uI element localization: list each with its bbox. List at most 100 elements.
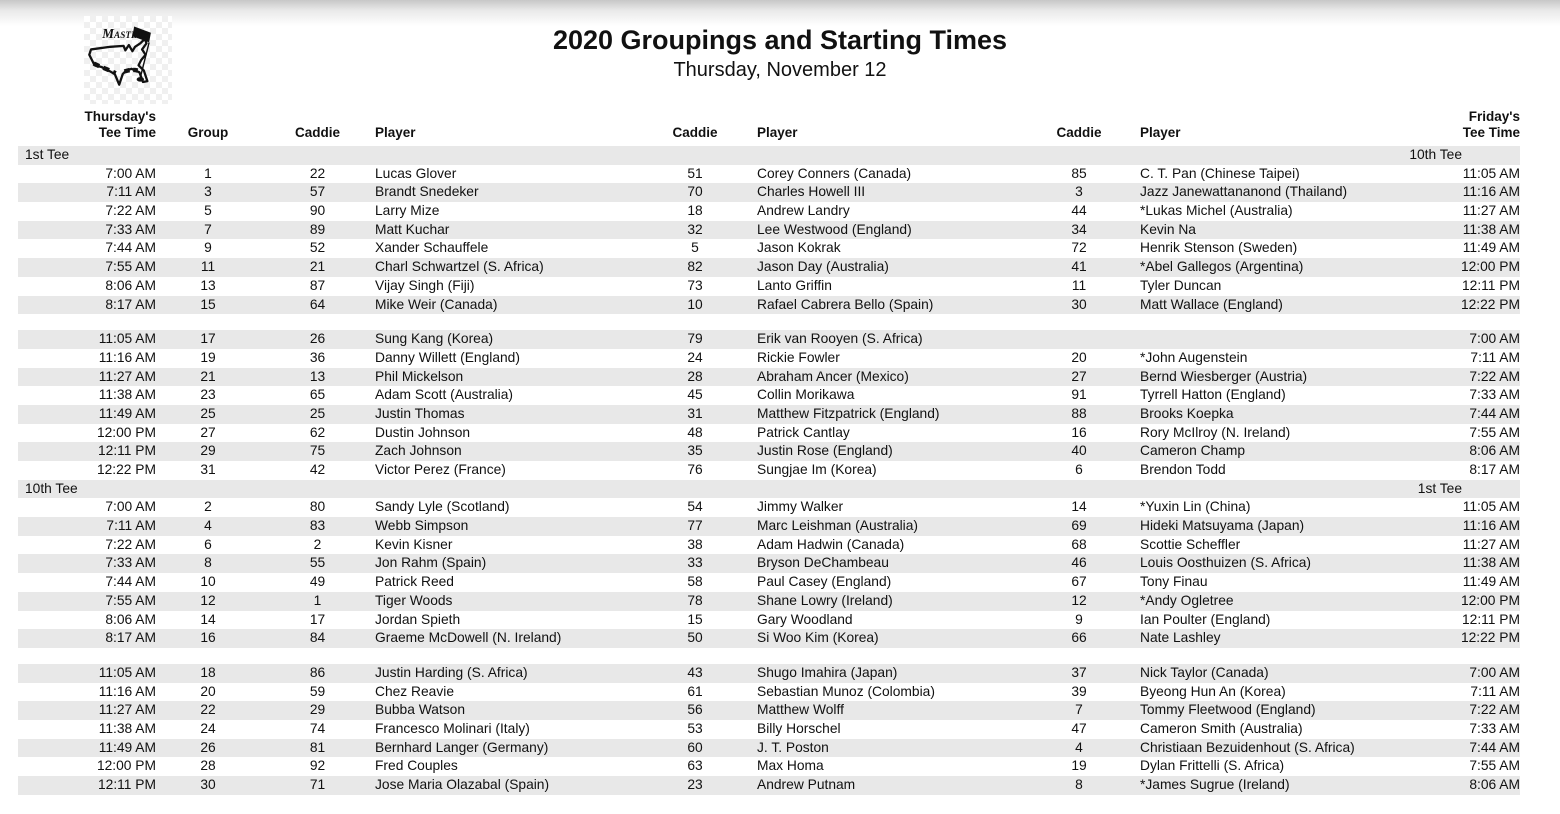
- player-name-1-cell: Dustin Johnson: [375, 424, 471, 440]
- player-name-1-cell: Lucas Glover: [375, 165, 457, 181]
- friday-tee-time-cell: 11:05 AM: [1462, 165, 1520, 181]
- player-name-2-cell: Marc Leishman (Australia): [757, 518, 919, 534]
- group-number-cell: 27: [200, 424, 216, 440]
- friday-tee-time-cell: 12:11 PM: [1461, 611, 1520, 627]
- friday-tee-time-cell: 7:11 AM: [1470, 683, 1520, 699]
- caddie-number-2-cell: 61: [687, 683, 703, 699]
- player-name-2-cell: Matthew Fitzpatrick (England): [757, 405, 940, 421]
- group-number-cell: 4: [204, 518, 212, 534]
- friday-tee-time-cell: 7:44 AM: [1469, 405, 1520, 421]
- group-row: 8:06 AM 14 17 Jordan Spieth 15 Gary Wood…: [18, 611, 1520, 630]
- group-number-cell: 12: [200, 592, 216, 608]
- table-body: 1st Tee 10th Tee 7:00 AM 1 22 Lucas Glov…: [18, 146, 1520, 795]
- group-number-cell: 30: [200, 777, 216, 792]
- group-row: 7:00 AM 1 22 Lucas Glover 51 Corey Conne…: [18, 165, 1520, 184]
- friday-tee-time-cell: 7:00 AM: [1469, 664, 1520, 680]
- caddie-number-1-cell: 25: [309, 405, 326, 421]
- group-number-cell: 28: [200, 758, 216, 774]
- caddie-number-3-cell: 20: [1071, 349, 1087, 365]
- player-name-1-cell: Chez Reavie: [375, 683, 454, 699]
- thursday-tee-time-cell: 11:38 AM: [98, 387, 156, 403]
- title-block: 2020 Groupings and Starting Times Thursd…: [0, 25, 1560, 82]
- group-number-cell: 31: [200, 462, 216, 477]
- thursday-tee-time-cell: 11:27 AM: [98, 368, 156, 384]
- group-number-cell: 6: [204, 536, 212, 552]
- player-name-1-cell: Phil Mickelson: [375, 368, 464, 384]
- player-name-3-cell: Henrik Stenson (Sweden): [1140, 240, 1298, 256]
- caddie-number-2-cell: 31: [687, 405, 703, 421]
- friday-tee-time-cell: 12:00 PM: [1460, 259, 1520, 275]
- caddie-number-2-cell: 35: [687, 443, 703, 459]
- player-name-2-cell: Shugo Imahira (Japan): [757, 664, 898, 680]
- caddie-number-2-cell: 43: [687, 664, 703, 680]
- thursday-tee-time-cell: 7:22 AM: [105, 203, 156, 219]
- caddie-number-3-cell: 9: [1075, 611, 1083, 627]
- group-row: 11:05 AM 18 86 Justin Harding (S. Africa…: [18, 663, 1520, 683]
- thursday-tee-time-cell: 7:55 AM: [105, 592, 156, 608]
- caddie-number-2-cell: 24: [687, 349, 703, 365]
- thursday-tee-time-cell: 7:44 AM: [105, 574, 156, 590]
- caddie-number-3-cell: 4: [1075, 739, 1083, 755]
- player-name-3-cell: Tony Finau: [1140, 574, 1208, 590]
- player-name-2-cell: Billy Horschel: [757, 720, 841, 736]
- caddie-number-2-cell: 10: [687, 296, 703, 312]
- caddie-number-2-cell: 50: [687, 630, 703, 646]
- thursday-tee-time-cell: 8:06 AM: [105, 611, 156, 627]
- group-number-cell: 17: [200, 331, 216, 347]
- caddie-number-1-cell: 90: [309, 203, 326, 219]
- thursday-tee-time-cell: 12:00 PM: [96, 424, 156, 440]
- page-title: 2020 Groupings and Starting Times: [552, 25, 1008, 55]
- player-name-3-cell: *James Sugrue (Ireland): [1140, 777, 1290, 792]
- caddie-number-2-cell: 48: [687, 424, 703, 440]
- caddie-number-2-cell: 70: [687, 184, 703, 200]
- player-name-3-cell: Bernd Wiesberger (Austria): [1140, 368, 1308, 384]
- caddie-number-3-cell: 11: [1071, 277, 1087, 293]
- caddie-number-3-cell: 34: [1071, 221, 1087, 237]
- player-name-3-cell: Matt Wallace (England): [1140, 296, 1283, 312]
- spacer-row: [18, 314, 1520, 330]
- thursday-tee-time-cell: 11:16 AM: [98, 683, 156, 699]
- caddie-number-1-cell: 81: [309, 739, 326, 755]
- group-number-cell: 10: [200, 574, 216, 590]
- caddie-number-1-cell: 62: [309, 424, 326, 440]
- group-row: 12:00 PM 28 92 Fred Couples 63 Max Homa …: [18, 757, 1520, 776]
- caddie-number-2-cell: 73: [687, 277, 703, 293]
- player-name-1-cell: Adam Scott (Australia): [375, 387, 514, 403]
- caddie-number-2-cell: 82: [687, 259, 703, 275]
- group-row: 11:49 AM 26 81 Bernhard Langer (Germany)…: [18, 738, 1520, 758]
- player-name-2-cell: Andrew Landry: [757, 203, 850, 219]
- player-name-3-cell: Tyrrell Hatton (England): [1140, 387, 1286, 403]
- caddie-number-3-cell: 12: [1071, 592, 1087, 608]
- caddie-number-3-cell: 40: [1071, 443, 1087, 459]
- friday-tee-time-cell: 11:16 AM: [1462, 184, 1520, 200]
- group-row: 7:33 AM 8 55 Jon Rahm (Spain) 33 Bryson …: [18, 554, 1520, 574]
- thursday-tee-time-cell: 7:11 AM: [106, 184, 156, 200]
- player-name-2-cell: Andrew Putnam: [757, 777, 856, 792]
- player-name-2-cell: J. T. Poston: [757, 739, 829, 755]
- section-label-right: 10th Tee: [1409, 147, 1462, 162]
- caddie-number-3-cell: 14: [1071, 499, 1087, 515]
- caddie-number-1-cell: 2: [313, 536, 322, 552]
- masters-usa-map-flag-icon: MASTERS: [88, 26, 151, 86]
- caddie-number-1-cell: 36: [309, 349, 326, 365]
- player-name-2-cell: Jason Day (Australia): [757, 259, 889, 275]
- player-name-3-cell: Scottie Scheffler: [1140, 536, 1241, 552]
- group-number-cell: 22: [200, 702, 216, 718]
- player-name-1-cell: Larry Mize: [375, 203, 440, 219]
- player-name-3-cell: Nick Taylor (Canada): [1140, 664, 1269, 680]
- friday-tee-time-cell: 7:11 AM: [1470, 349, 1520, 365]
- group-row: 11:16 AM 19 36 Danny Willett (England) 2…: [18, 349, 1520, 368]
- group-row: 12:00 PM 27 62 Dustin Johnson 48 Patrick…: [18, 424, 1520, 443]
- caddie-number-3-cell: 67: [1071, 574, 1087, 590]
- player-name-2-cell: Lanto Griffin: [757, 277, 832, 293]
- thursday-tee-time-cell: 11:38 AM: [98, 720, 156, 736]
- player-name-1-cell: Jordan Spieth: [375, 611, 461, 627]
- caddie-number-2-cell: 63: [687, 758, 703, 774]
- caddie-number-3-cell: 37: [1071, 664, 1087, 680]
- caddie-number-1-cell: 55: [309, 555, 326, 571]
- player-name-1-cell: Charl Schwartzel (S. Africa): [375, 259, 544, 275]
- player-name-3-cell: *John Augenstein: [1140, 349, 1248, 365]
- col-header-friday-tee-time: Friday's Tee Time: [1462, 109, 1520, 140]
- caddie-number-1-cell: 87: [309, 277, 326, 293]
- caddie-number-1-cell: 83: [309, 518, 326, 534]
